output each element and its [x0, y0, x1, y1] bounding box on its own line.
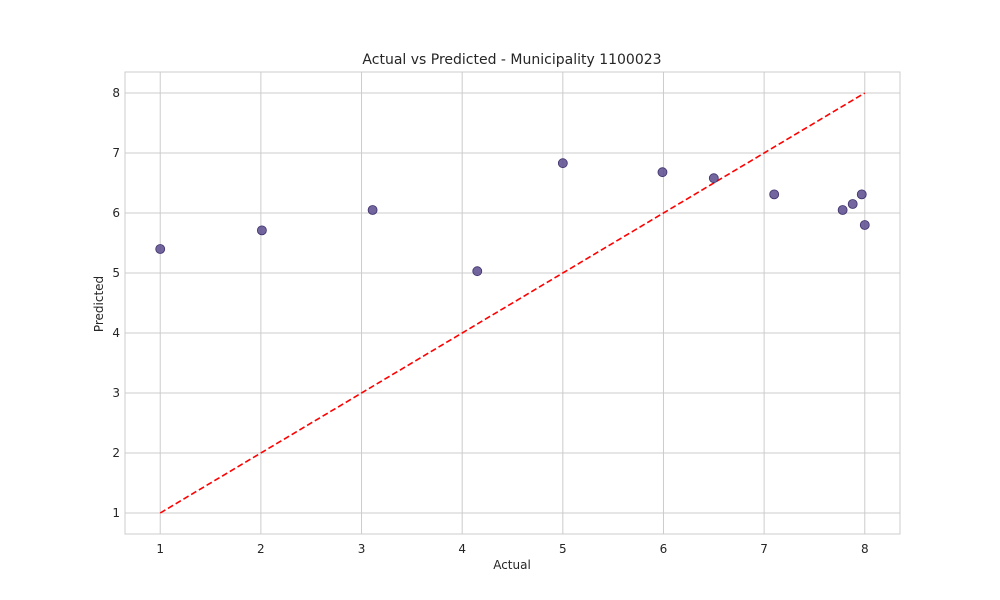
data-point — [708, 173, 719, 184]
data-point — [859, 220, 870, 230]
y-axis-label: Predicted — [92, 276, 106, 332]
data-point — [557, 158, 568, 169]
data-point — [837, 205, 848, 215]
reference-line — [159, 92, 866, 514]
x-tick-label: 5 — [559, 542, 567, 556]
data-point — [769, 189, 780, 200]
y-tick-labels: 1 2 3 4 5 6 7 8 — [112, 86, 120, 520]
data-point — [847, 199, 858, 209]
y-tick-label: 4 — [112, 326, 120, 340]
y-tick-label: 2 — [112, 446, 120, 460]
x-tick-label: 6 — [660, 542, 668, 556]
data-point — [367, 205, 378, 215]
data-point — [657, 167, 668, 178]
x-tick-label: 4 — [458, 542, 466, 556]
y-tick-label: 8 — [112, 86, 120, 100]
x-tick-label: 2 — [257, 542, 265, 556]
x-axis-label: Actual — [493, 558, 531, 572]
x-tick-label: 1 — [156, 542, 164, 556]
y-tick-label: 6 — [112, 206, 120, 220]
grid — [125, 72, 900, 534]
x-tick-label: 8 — [861, 542, 869, 556]
y-tick-label: 3 — [112, 386, 120, 400]
plot-frame — [124, 71, 901, 535]
x-tick-labels: 1 2 3 4 5 6 7 8 — [156, 542, 868, 556]
y-tick-label: 7 — [112, 146, 120, 160]
data-points — [155, 158, 870, 277]
y-tick-label: 5 — [112, 266, 120, 280]
data-point — [472, 266, 483, 277]
x-tick-label: 7 — [760, 542, 768, 556]
data-point — [256, 225, 267, 236]
data-point — [155, 244, 166, 254]
chart-title: Actual vs Predicted - Municipality 11000… — [362, 52, 661, 68]
x-tick-label: 3 — [358, 542, 366, 556]
data-point — [856, 189, 867, 200]
reference-line-group — [159, 92, 866, 514]
y-tick-label: 1 — [112, 506, 120, 520]
